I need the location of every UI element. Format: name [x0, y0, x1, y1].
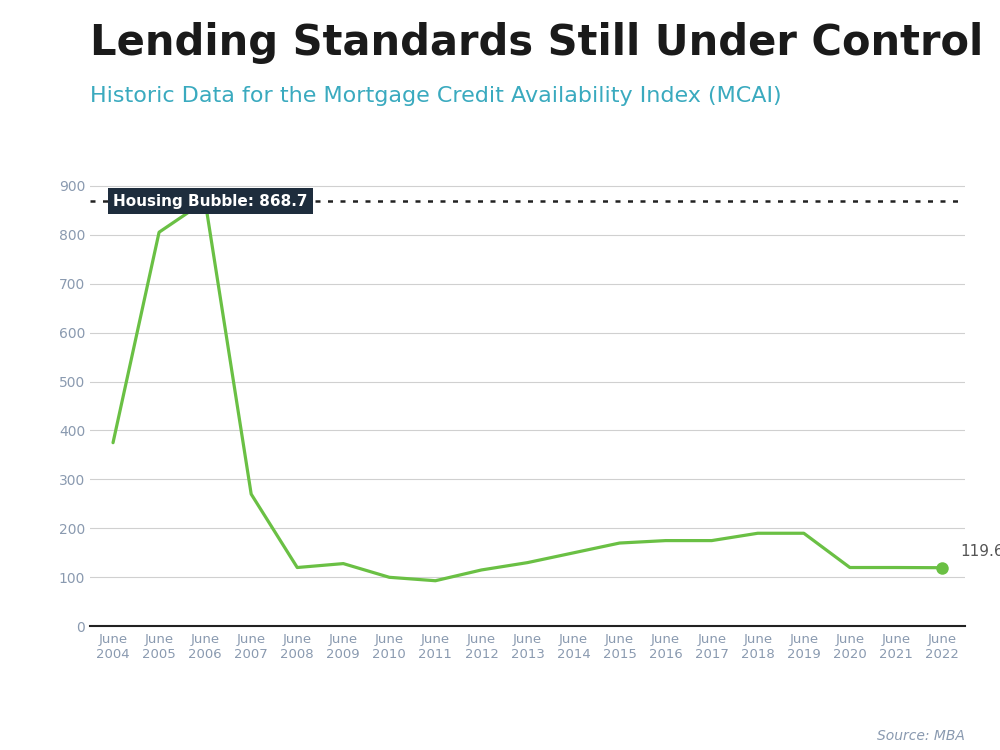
- Text: Source: MBA: Source: MBA: [877, 728, 965, 742]
- Text: 119.6: 119.6: [960, 544, 1000, 559]
- Text: Lending Standards Still Under Control: Lending Standards Still Under Control: [90, 22, 983, 64]
- Text: Housing Bubble: 868.7: Housing Bubble: 868.7: [113, 194, 308, 208]
- Text: Historic Data for the Mortgage Credit Availability Index (MCAI): Historic Data for the Mortgage Credit Av…: [90, 86, 782, 106]
